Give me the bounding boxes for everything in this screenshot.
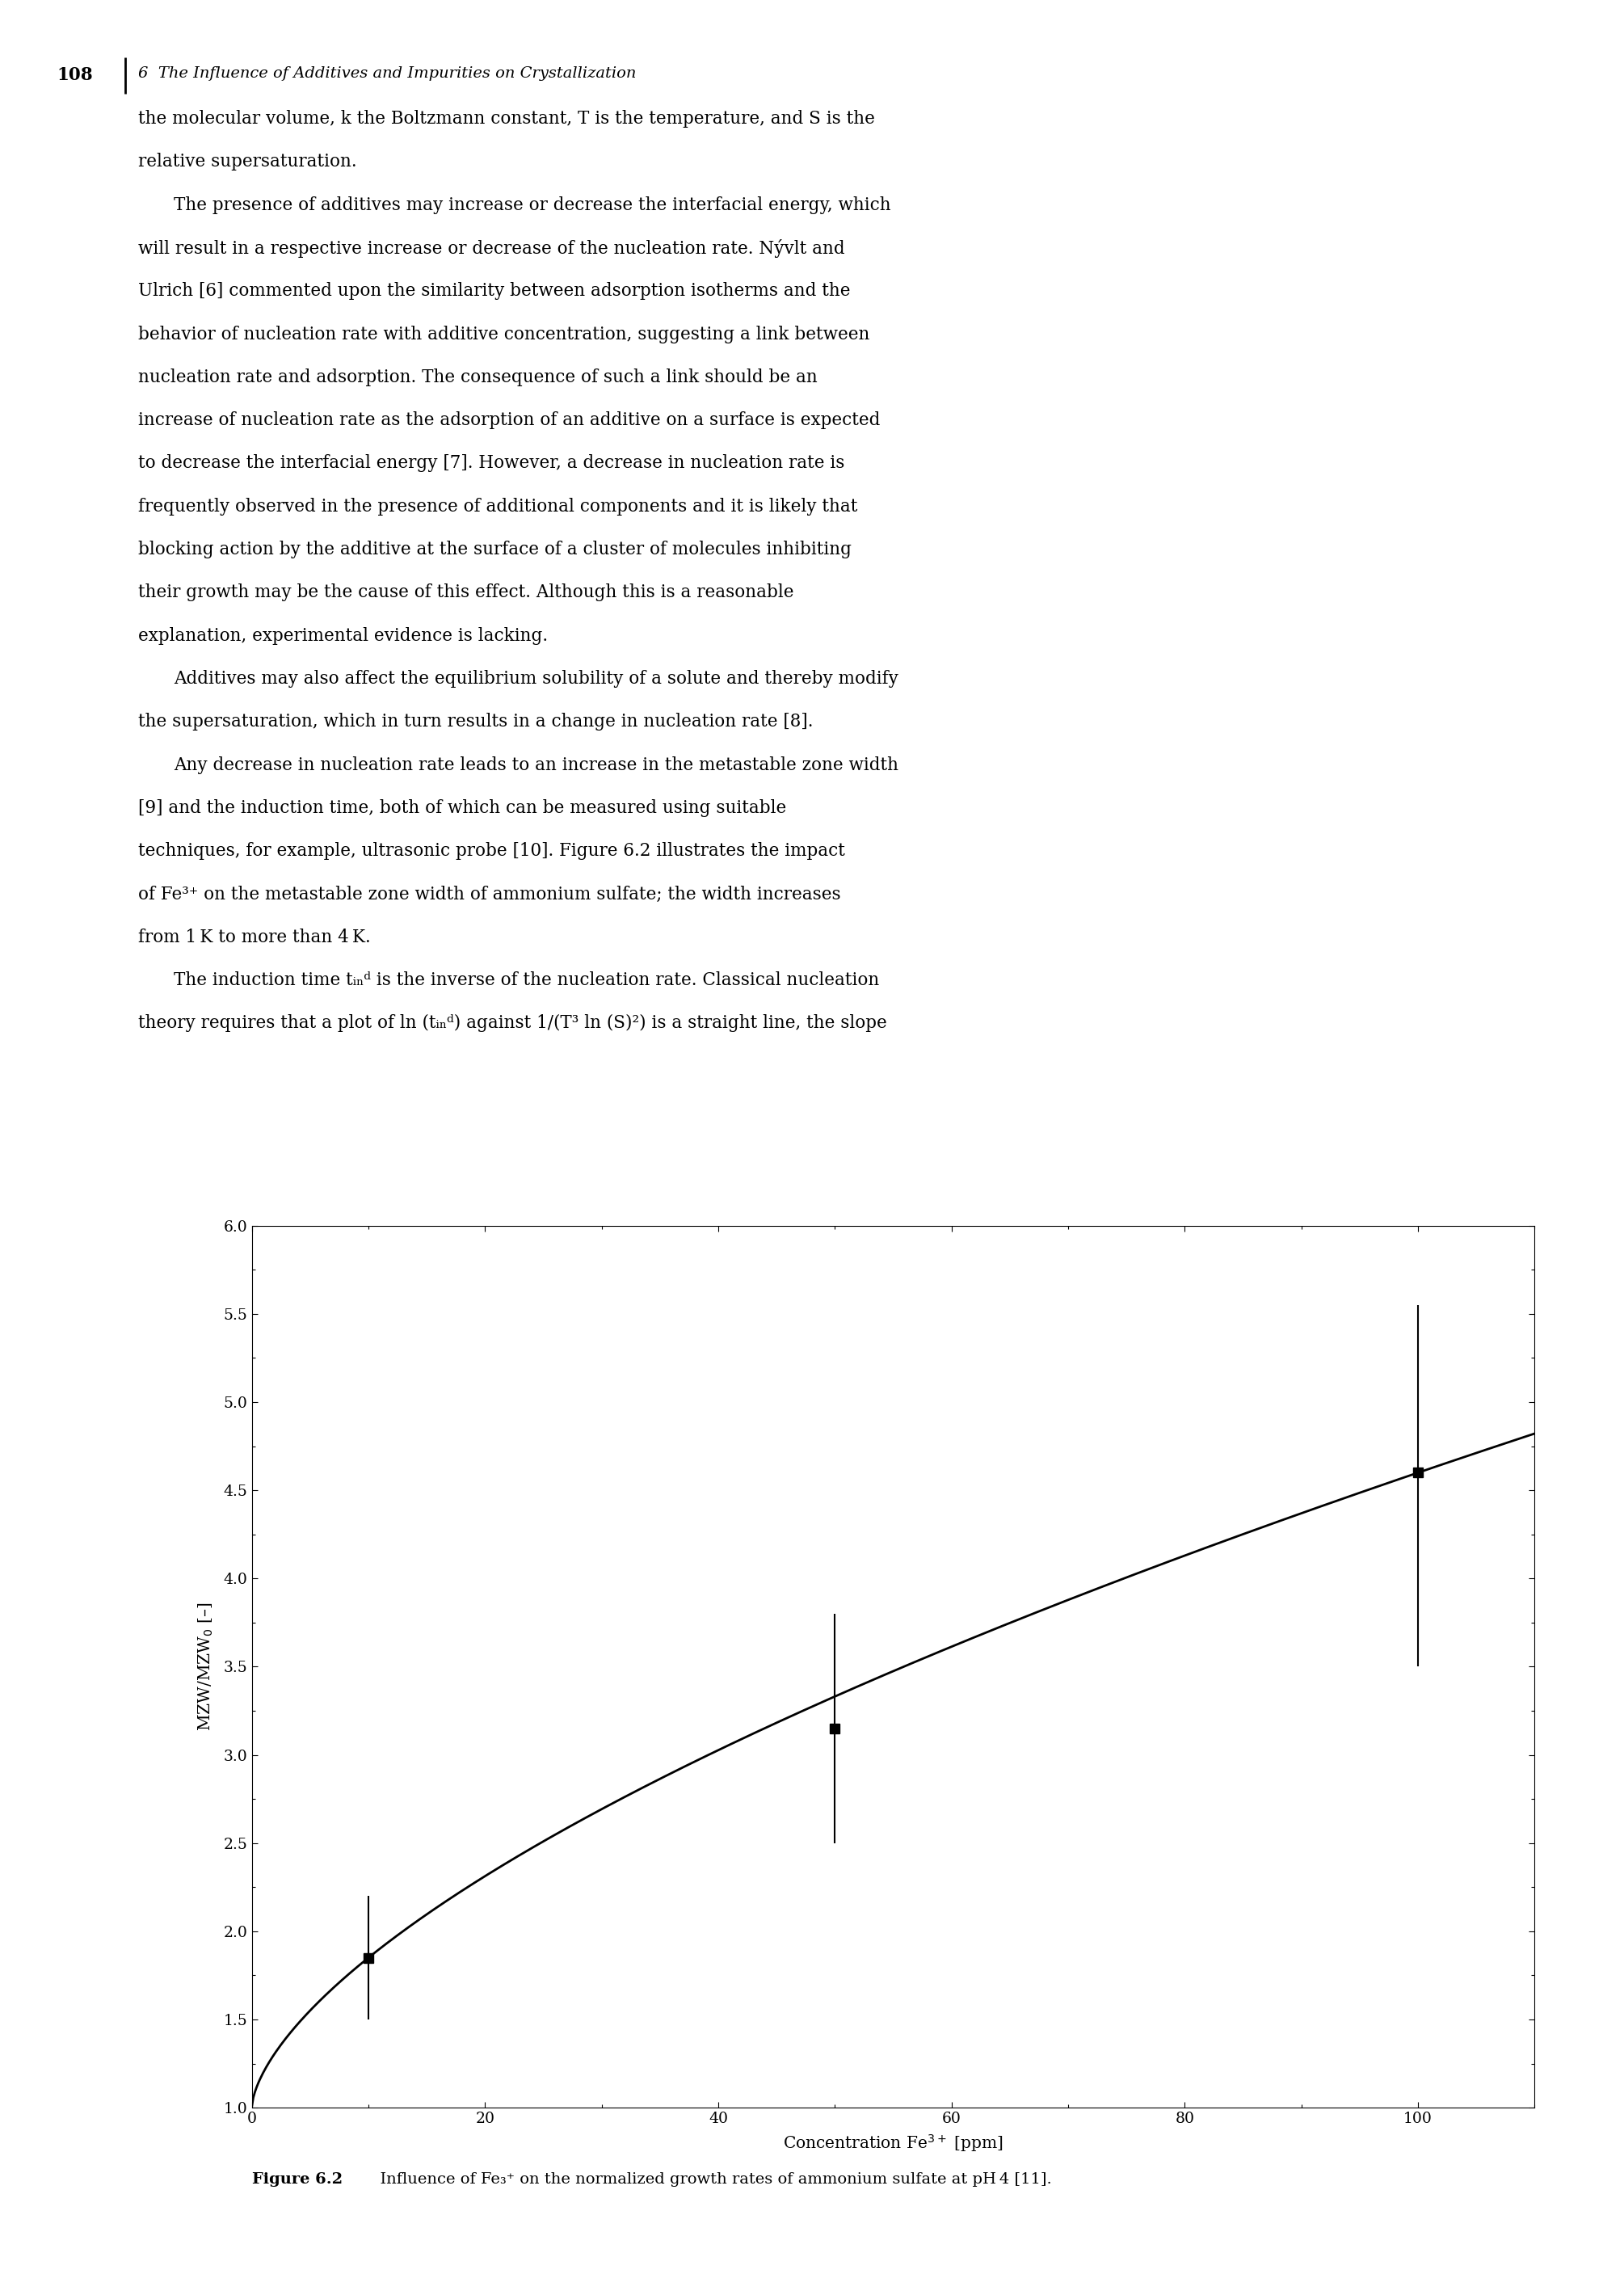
Text: the molecular volume, k the Boltzmann constant, T is the temperature, and S is t: the molecular volume, k the Boltzmann co… bbox=[138, 110, 875, 128]
Text: relative supersaturation.: relative supersaturation. bbox=[138, 153, 357, 172]
Text: nucleation rate and adsorption. The consequence of such a link should be an: nucleation rate and adsorption. The cons… bbox=[138, 369, 817, 387]
Text: behavior of nucleation rate with additive concentration, suggesting a link betwe: behavior of nucleation rate with additiv… bbox=[138, 325, 869, 344]
Text: theory requires that a plot of ln (tᵢₙᵈ) against 1/(T³ ln (S)²) is a straight li: theory requires that a plot of ln (tᵢₙᵈ)… bbox=[138, 1015, 887, 1033]
Text: [9] and the induction time, both of which can be measured using suitable: [9] and the induction time, both of whic… bbox=[138, 800, 786, 818]
Text: Any decrease in nucleation rate leads to an increase in the metastable zone widt: Any decrease in nucleation rate leads to… bbox=[174, 756, 898, 774]
Text: 6  The Influence of Additives and Impurities on Crystallization: 6 The Influence of Additives and Impurit… bbox=[138, 66, 637, 80]
X-axis label: Concentration Fe$^{3+}$ [ppm]: Concentration Fe$^{3+}$ [ppm] bbox=[783, 2133, 1004, 2154]
Text: Influence of Fe₃⁺ on the normalized growth rates of ammonium sulfate at pH 4 [11: Influence of Fe₃⁺ on the normalized grow… bbox=[370, 2172, 1052, 2186]
Text: blocking action by the additive at the surface of a cluster of molecules inhibit: blocking action by the additive at the s… bbox=[138, 541, 851, 559]
Text: Additives may also affect the equilibrium solubility of a solute and thereby mod: Additives may also affect the equilibriu… bbox=[174, 669, 898, 687]
Text: 108: 108 bbox=[57, 66, 93, 85]
Text: their growth may be the cause of this effect. Although this is a reasonable: their growth may be the cause of this ef… bbox=[138, 584, 794, 603]
Text: the supersaturation, which in turn results in a change in nucleation rate [8].: the supersaturation, which in turn resul… bbox=[138, 713, 814, 731]
Text: from 1 K to more than 4 K.: from 1 K to more than 4 K. bbox=[138, 928, 370, 946]
Y-axis label: MZW/MZW$_0$ [–]: MZW/MZW$_0$ [–] bbox=[197, 1601, 214, 1732]
Text: will result in a respective increase or decrease of the nucleation rate. Nývlt a: will result in a respective increase or … bbox=[138, 238, 844, 259]
Text: to decrease the interfacial energy [7]. However, a decrease in nucleation rate i: to decrease the interfacial energy [7]. … bbox=[138, 454, 844, 472]
Text: Ulrich [6] commented upon the similarity between adsorption isotherms and the: Ulrich [6] commented upon the similarity… bbox=[138, 282, 851, 300]
Text: of Fe³⁺ on the metastable zone width of ammonium sulfate; the width increases: of Fe³⁺ on the metastable zone width of … bbox=[138, 884, 841, 903]
Text: The induction time tᵢₙᵈ is the inverse of the nucleation rate. Classical nucleat: The induction time tᵢₙᵈ is the inverse o… bbox=[174, 971, 879, 990]
Text: The presence of additives may increase or decrease the interfacial energy, which: The presence of additives may increase o… bbox=[174, 197, 892, 213]
Text: increase of nucleation rate as the adsorption of an additive on a surface is exp: increase of nucleation rate as the adsor… bbox=[138, 412, 880, 428]
Text: techniques, for example, ultrasonic probe [10]. Figure 6.2 illustrates the impac: techniques, for example, ultrasonic prob… bbox=[138, 843, 844, 859]
Text: frequently observed in the presence of additional components and it is likely th: frequently observed in the presence of a… bbox=[138, 497, 857, 515]
Text: explanation, experimental evidence is lacking.: explanation, experimental evidence is la… bbox=[138, 628, 547, 644]
Text: Figure 6.2: Figure 6.2 bbox=[252, 2172, 343, 2186]
